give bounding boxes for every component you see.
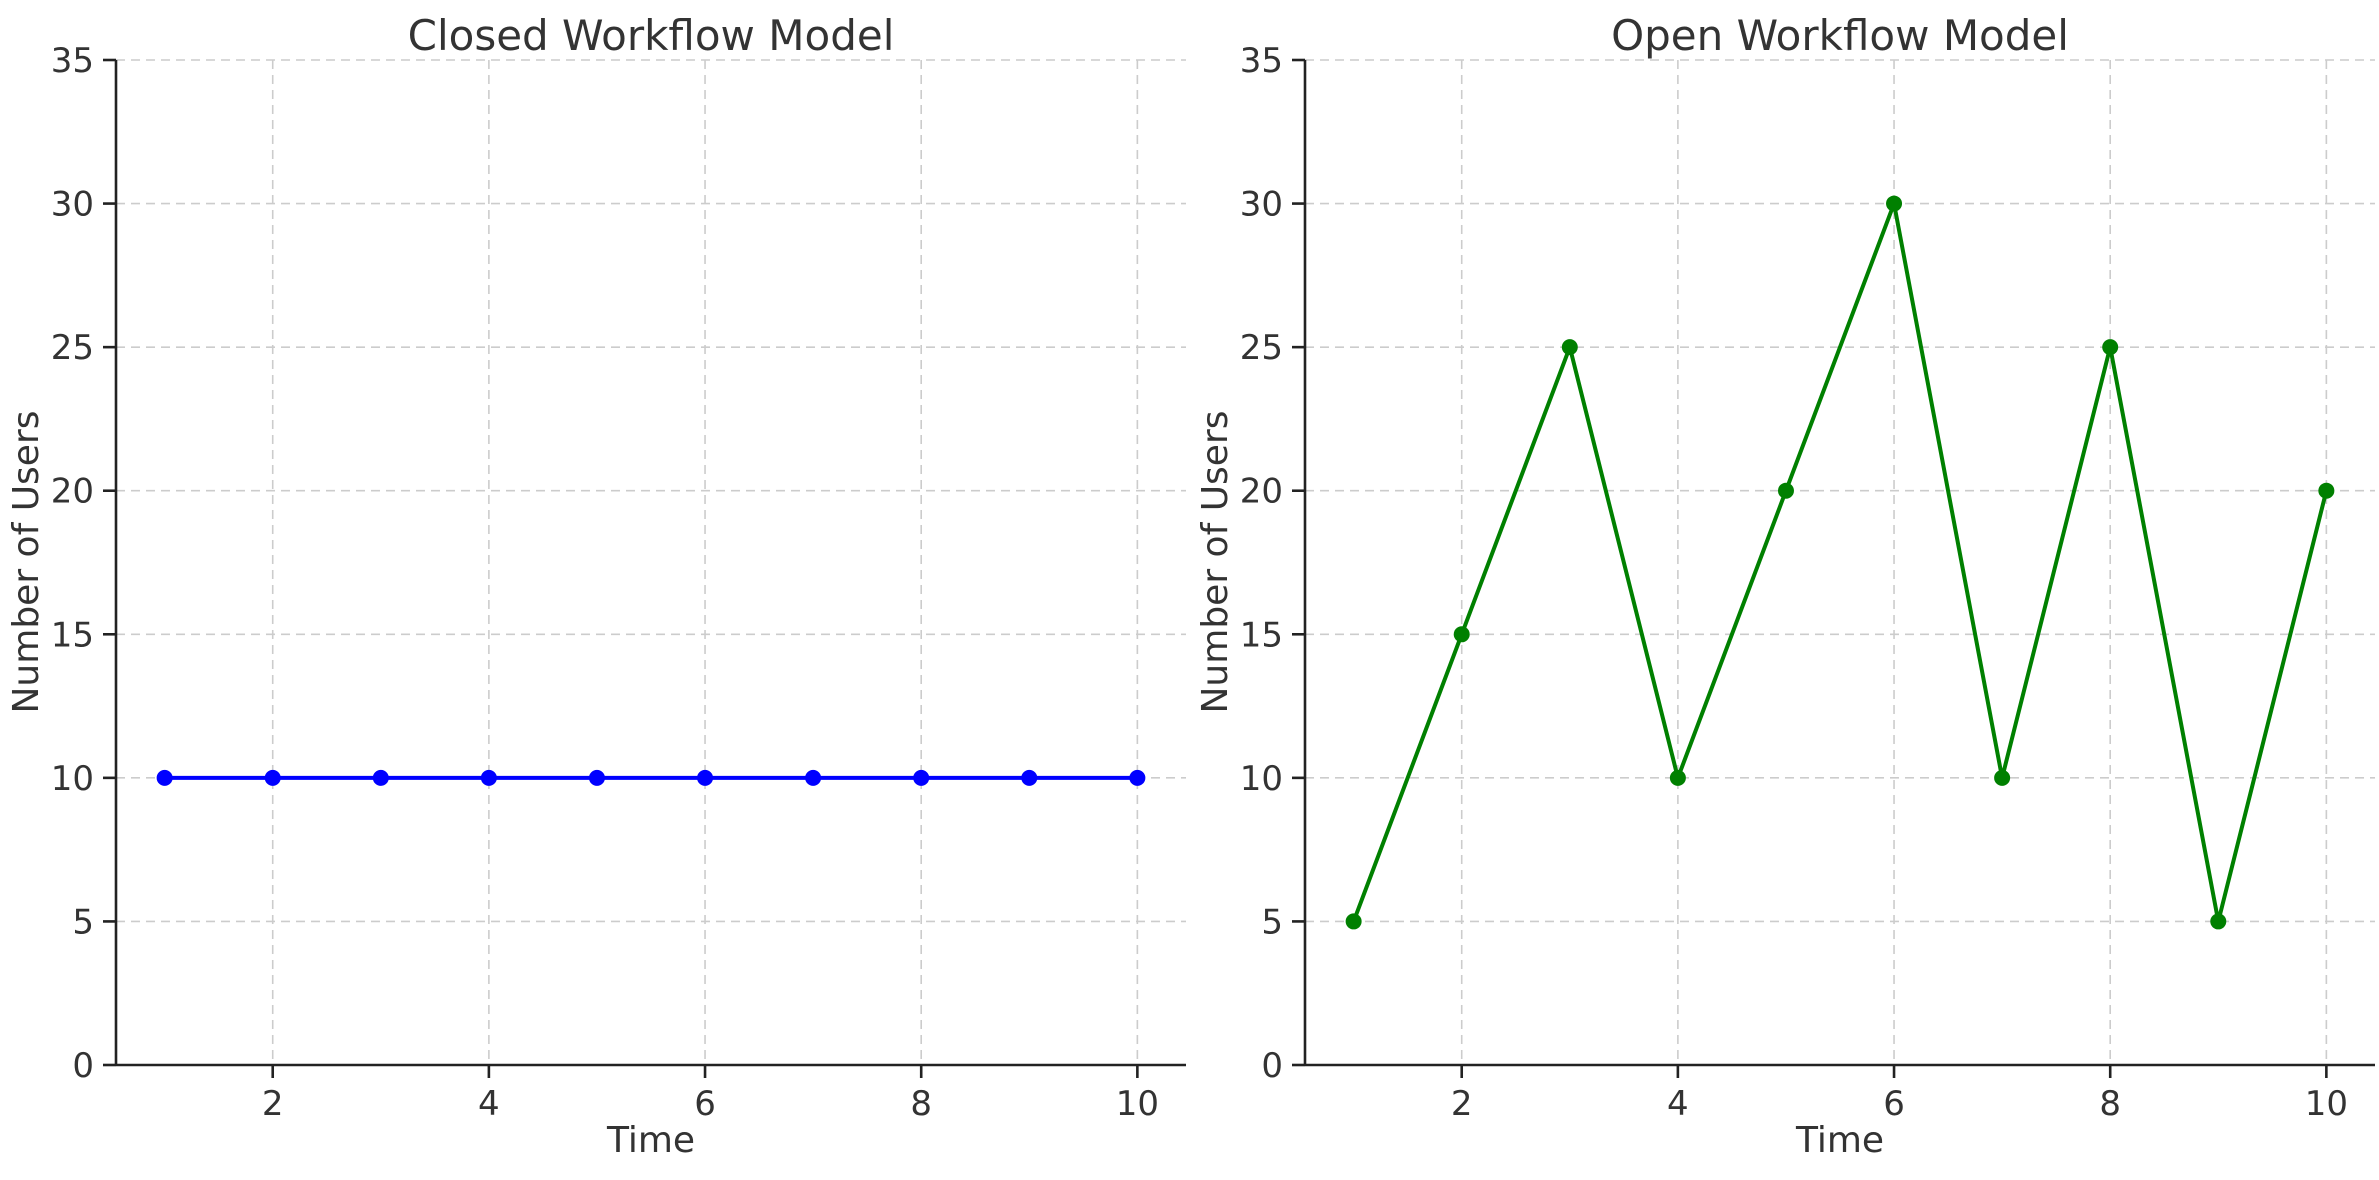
data-point-marker	[1345, 913, 1362, 930]
y-axis-label: Number of Users	[1195, 410, 1236, 713]
y-tick-label: 0	[72, 1046, 94, 1086]
y-tick-label: 35	[1240, 41, 1283, 81]
data-line	[1351, 201, 2329, 924]
y-tick-label: 0	[1261, 1046, 1283, 1086]
data-point-marker	[1129, 769, 1146, 786]
data-point-marker	[264, 769, 281, 786]
data-point-marker	[1994, 769, 2011, 786]
x-tick-label: 10	[2305, 1084, 2348, 1124]
y-tick-label: 15	[51, 615, 94, 655]
y-tick-label: 25	[1240, 328, 1283, 368]
data-point-marker	[480, 769, 497, 786]
data-point-marker	[1453, 626, 1470, 643]
y-axis-label: Number of Users	[6, 410, 47, 713]
data-point-marker	[2210, 913, 2227, 930]
chart-title: Open Workflow Model	[1611, 11, 2069, 60]
data-point-marker	[1669, 769, 1686, 786]
y-tick-label: 5	[72, 902, 94, 942]
x-tick-label: 2	[1451, 1084, 1473, 1124]
x-axis-label: Time	[606, 1120, 695, 1161]
data-point-marker	[805, 769, 822, 786]
data-point-marker	[372, 769, 389, 786]
x-tick-label: 8	[910, 1084, 932, 1124]
chart-closed-workflow-model: 0 5 10 15 20 25 30 35 2 4 6 8 10 Closed Workflow Mod…	[0, 0, 1189, 1180]
chart-open-workflow-model: 0 5 10 15 20 25 30 35 2 4 6 8 10 Open Workflow Model…	[1189, 0, 2378, 1180]
data-point-marker	[588, 769, 605, 786]
y-tick-label: 20	[1240, 472, 1283, 512]
data-point-marker	[1021, 769, 1038, 786]
x-tick-label: 8	[2099, 1084, 2121, 1124]
y-tick-label: 20	[51, 472, 94, 512]
y-tick-label: 35	[51, 41, 94, 81]
x-tick-label: 4	[478, 1084, 500, 1124]
data-point-marker	[2318, 482, 2335, 499]
y-tick-label: 30	[51, 185, 94, 225]
data-point-marker	[697, 769, 714, 786]
x-tick-label: 2	[262, 1084, 284, 1124]
data-point-marker	[156, 769, 173, 786]
data-point-marker	[2102, 339, 2119, 356]
y-tick-label: 30	[1240, 185, 1283, 225]
chart-closed-workflow-canvas: 0 5 10 15 20 25 30 35 2 4 6 8 10 Closed Workflow Mod…	[6, 11, 1186, 1161]
chart-open-workflow-canvas: 0 5 10 15 20 25 30 35 2 4 6 8 10 Open Workflow Model…	[1195, 11, 2375, 1161]
data-point-marker	[1886, 195, 1903, 212]
y-tick-label: 10	[1240, 759, 1283, 799]
plot-area: 0 5 10 15 20 25 30 35 2 4 6 8 10	[1240, 41, 2375, 1124]
y-tick-label: 25	[51, 328, 94, 368]
x-tick-label: 6	[1883, 1084, 1905, 1124]
x-tick-label: 10	[1116, 1084, 1159, 1124]
data-point-marker	[1561, 339, 1578, 356]
y-tick-label: 15	[1240, 615, 1283, 655]
data-point-marker	[913, 769, 930, 786]
x-tick-label: 6	[694, 1084, 716, 1124]
y-tick-label: 5	[1261, 902, 1283, 942]
x-tick-label: 4	[1667, 1084, 1689, 1124]
data-point-marker	[1777, 482, 1794, 499]
plot-area: 0 5 10 15 20 25 30 35 2 4 6 8 10	[51, 41, 1186, 1124]
chart-title: Closed Workflow Model	[408, 11, 895, 60]
x-axis-label: Time	[1795, 1120, 1884, 1161]
y-tick-label: 10	[51, 759, 94, 799]
